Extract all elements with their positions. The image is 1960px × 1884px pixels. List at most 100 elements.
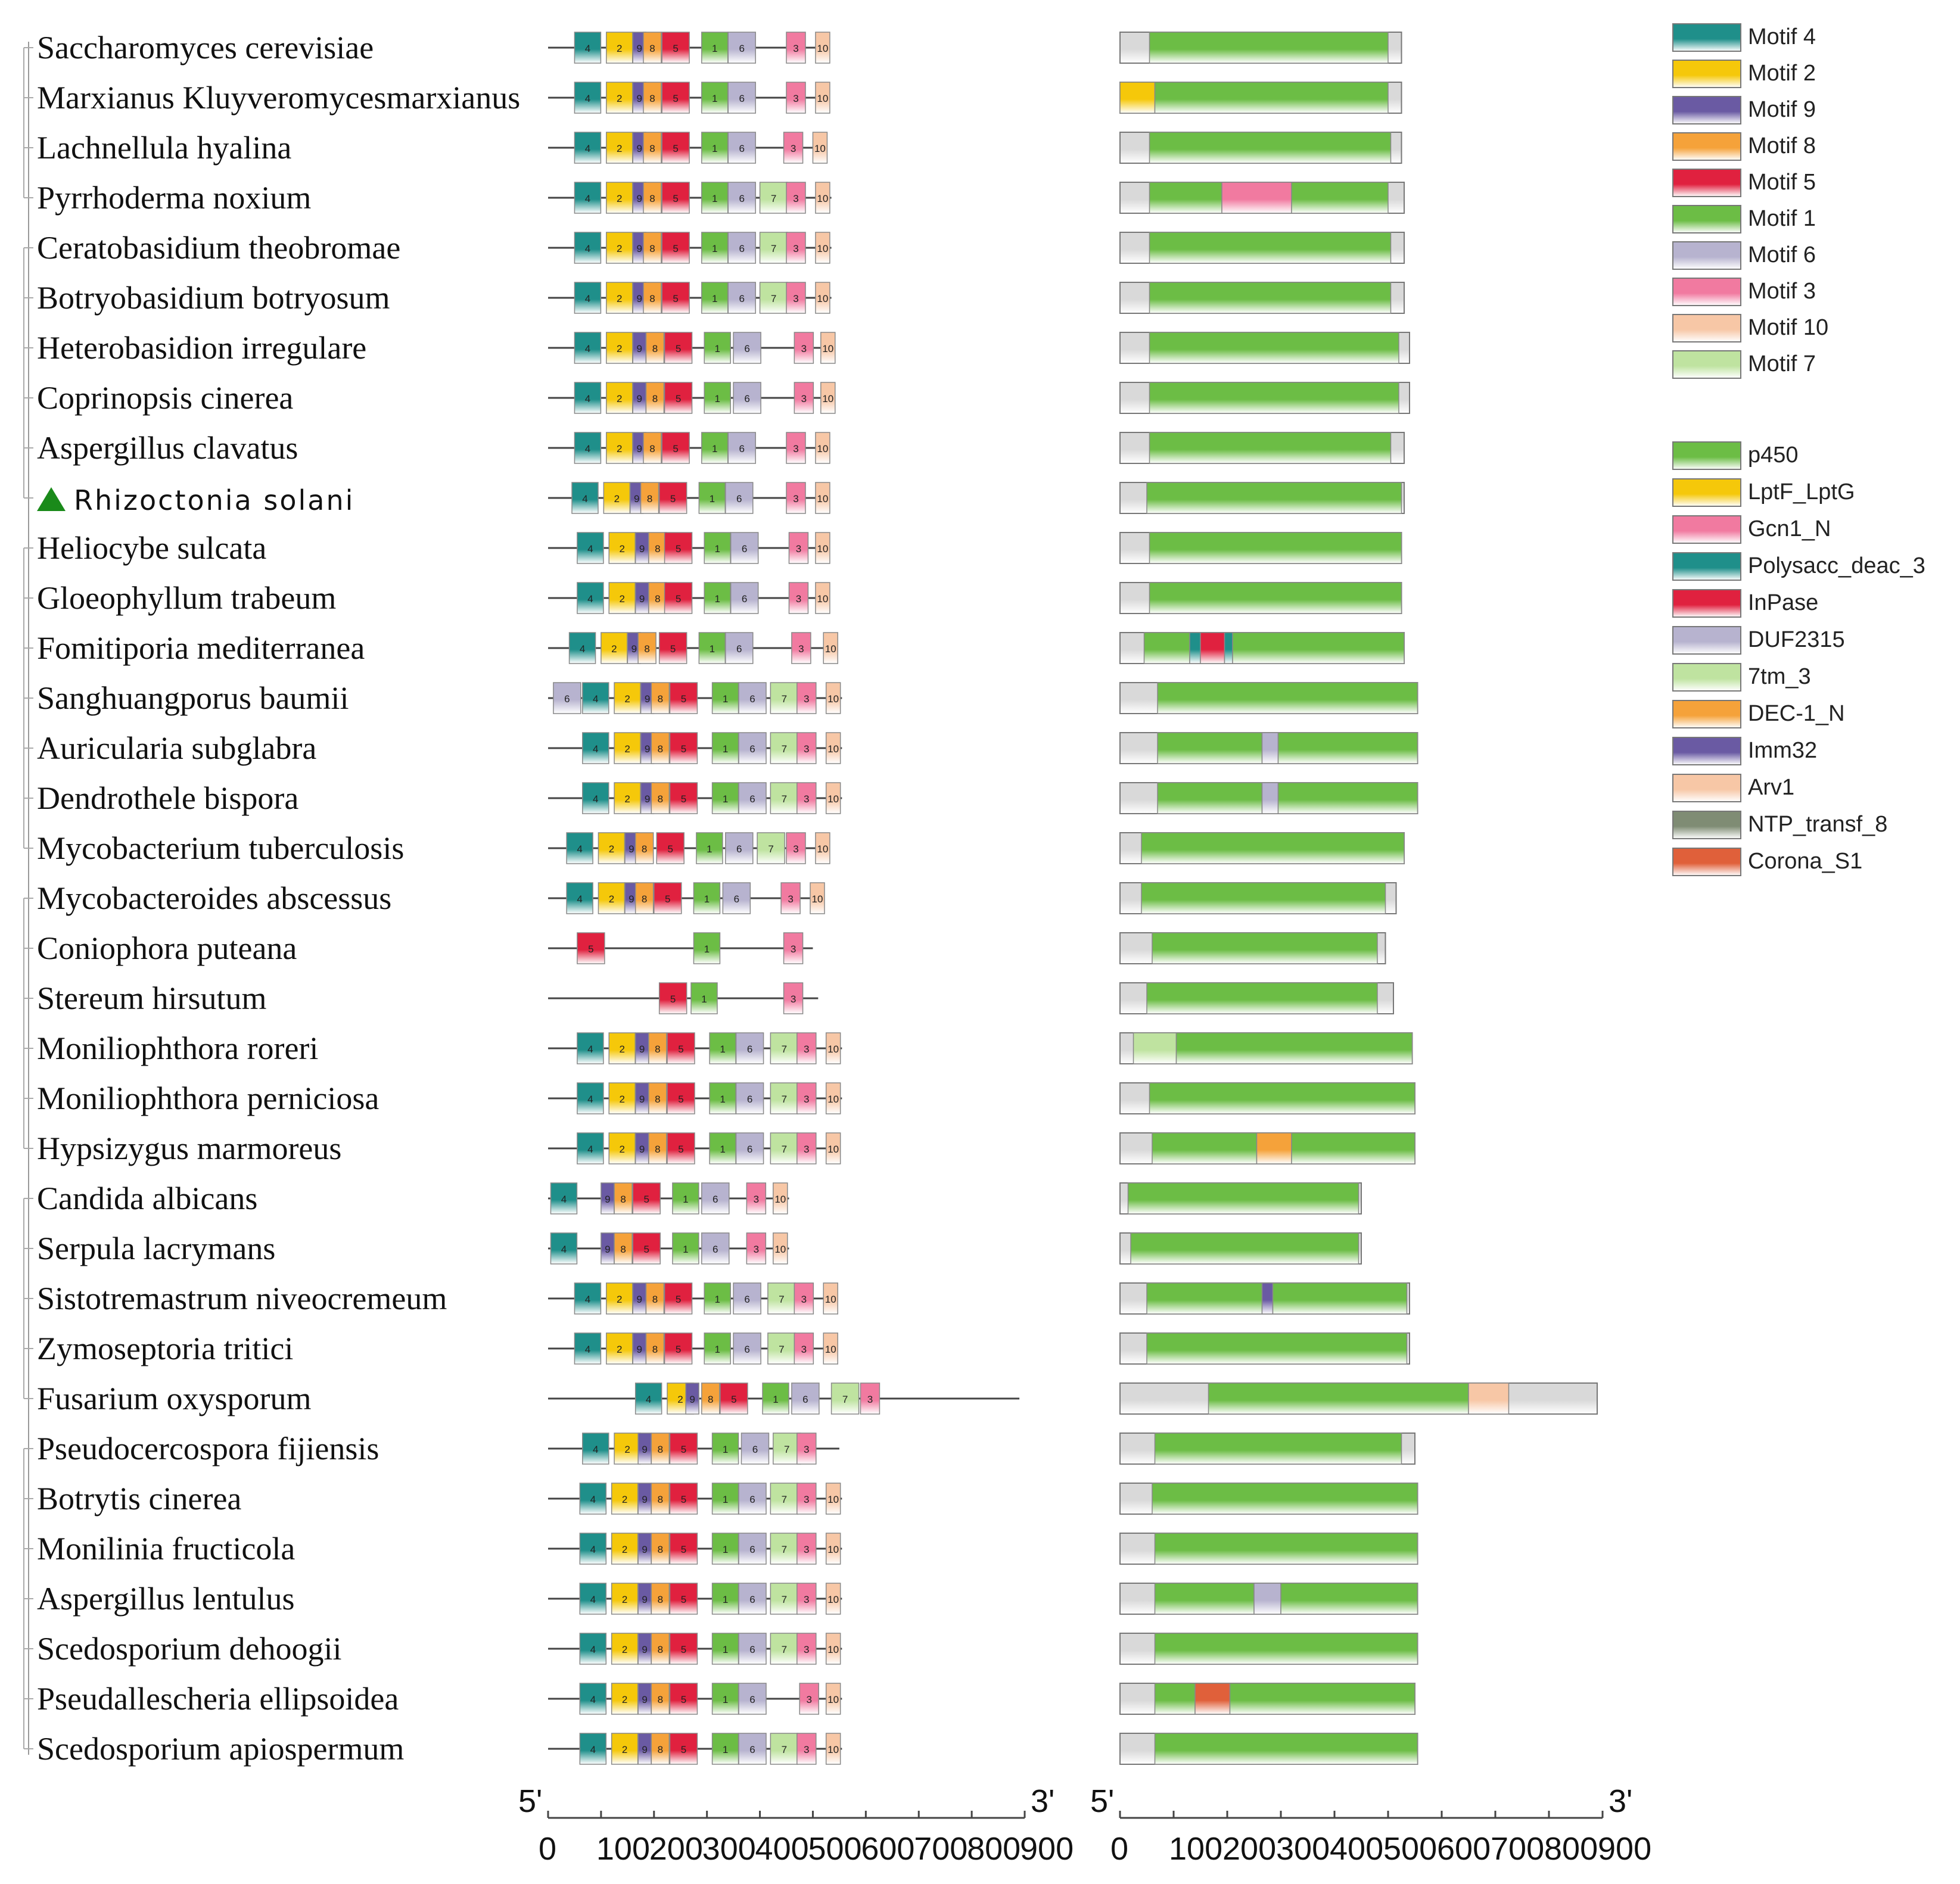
highlight-triangle-icon	[37, 487, 66, 511]
motif-track: 4 2 9 8 5 1 6 7 3 10	[548, 1633, 842, 1665]
motif-number-label: 4	[585, 443, 590, 454]
motif-6-box	[727, 432, 756, 464]
motif-7-box	[759, 232, 788, 264]
domain-track	[1119, 1182, 1362, 1215]
legend-label: Motif 7	[1748, 351, 1816, 376]
motif-5-box	[661, 432, 690, 464]
legend-label: DUF2315	[1748, 627, 1845, 652]
motif-10-box	[812, 132, 828, 164]
motif-2-box	[614, 782, 641, 814]
motif-2-box	[611, 1633, 639, 1665]
motif-track: 4 2 9 8 5 1 6 7 3 10	[548, 182, 832, 214]
motif-number-label: 10	[827, 1144, 839, 1155]
motif-number-label: 6	[742, 543, 747, 555]
species-label: Pseudallescheria ellipsoidea	[37, 1681, 399, 1717]
motif-number-label: 10	[817, 243, 828, 254]
motif-5-box	[661, 132, 690, 164]
motif-10-box	[825, 732, 841, 764]
motif-number-label: 4	[561, 1244, 567, 1255]
motif-number-label: 3	[793, 43, 798, 54]
domain-panel	[1119, 32, 1598, 1765]
motif-number-label: 4	[587, 1144, 593, 1155]
motif-1-box	[762, 1382, 789, 1415]
axis-tick-label: 800	[967, 1831, 1021, 1867]
domain-track	[1119, 1382, 1598, 1415]
motif-4-box	[574, 232, 602, 264]
motif-number-label: 7	[771, 193, 776, 204]
domain-p450-box	[1149, 1082, 1415, 1114]
motif-10-box	[815, 432, 830, 464]
motif-1-box	[701, 132, 729, 164]
motif-number-label: 9	[636, 393, 642, 404]
legend-swatch	[1672, 60, 1741, 88]
motif-6-box	[725, 832, 754, 864]
motif-6-box	[735, 1132, 764, 1164]
domain-p450-box	[1175, 1032, 1413, 1064]
motif-3-box	[786, 482, 806, 514]
motif-number-label: 6	[739, 43, 744, 54]
motif-5-box	[669, 1483, 698, 1515]
motif-3-box	[783, 932, 804, 964]
motif-number-label: 6	[742, 593, 747, 605]
motif-number-label: 5	[678, 1094, 683, 1105]
motif-track: 4 2 9 8 5 1 6 3 10	[548, 382, 836, 414]
motif-number-label: 8	[652, 1344, 658, 1355]
motif-number-label: 6	[749, 793, 755, 805]
motif-number-label: 3	[804, 793, 809, 805]
motif-number-label: 7	[782, 1144, 787, 1155]
motif-4-box	[571, 482, 599, 514]
motif-number-label: 2	[624, 1444, 630, 1455]
motif-number-label: 1	[712, 293, 717, 304]
motif-6-box	[738, 1533, 767, 1565]
motif-number-label: 10	[827, 743, 839, 755]
domain-p450-box	[1229, 1683, 1415, 1715]
motif-number-label: 1	[773, 1394, 778, 1405]
legend-label: p450	[1748, 443, 1799, 468]
motif-number-label: 4	[585, 93, 590, 104]
legend-label: Motif 2	[1748, 61, 1816, 86]
motif-number-label: 1	[720, 1144, 725, 1155]
motif-number-label: 8	[652, 343, 658, 354]
motif-number-label: 4	[587, 593, 593, 605]
motif-3-box	[786, 432, 806, 464]
motif-number-label: 3	[801, 1294, 807, 1305]
motif-4-box	[574, 182, 602, 214]
motif-number-label: 3	[804, 1094, 809, 1105]
motif-number-label: 5	[676, 1344, 681, 1355]
domain-track	[1119, 232, 1405, 264]
motif-4-box	[579, 1583, 607, 1615]
motif-1-box	[704, 582, 731, 614]
species-label: Stereum hirsutum	[37, 980, 266, 1016]
motif-number-label: 3	[801, 393, 807, 404]
motif-10-box	[815, 832, 830, 864]
motif-number-label: 3	[804, 1594, 809, 1605]
motif-number-label: 1	[723, 693, 728, 705]
motif-6-box	[741, 1433, 770, 1465]
motif-1-box	[701, 32, 729, 64]
species-labels: Saccharomyces cerevisiae Marxianus Kluyve…	[37, 30, 520, 1767]
motif-10-box	[815, 482, 830, 514]
motif-number-label: 2	[614, 493, 620, 505]
motif-number-label: 8	[652, 1294, 658, 1305]
motif-8-box	[643, 232, 662, 264]
motif-number-label: 6	[749, 1594, 755, 1605]
motif-8-box	[648, 532, 667, 564]
motif-number-label: 1	[710, 643, 715, 655]
motif-number-label: 3	[801, 343, 807, 354]
motif-10-box	[773, 1182, 788, 1215]
motif-3-box	[786, 232, 806, 264]
motif-10-box	[825, 1583, 841, 1615]
motif-3-box	[786, 32, 806, 64]
motif-number-label: 1	[714, 593, 720, 605]
motif-number-label: 5	[681, 743, 686, 755]
motif-track: 4 2 9 8 5 1 6 7 3 10	[548, 1132, 841, 1164]
legend-label: Gcn1_N	[1748, 516, 1831, 541]
motif-10-box	[815, 32, 830, 64]
motif-number-label: 2	[619, 593, 624, 605]
motif-8-box	[651, 732, 670, 764]
motif-number-label: 1	[712, 93, 717, 104]
motif-7-box	[770, 1633, 799, 1665]
domain-imm32-box	[1261, 1282, 1274, 1315]
